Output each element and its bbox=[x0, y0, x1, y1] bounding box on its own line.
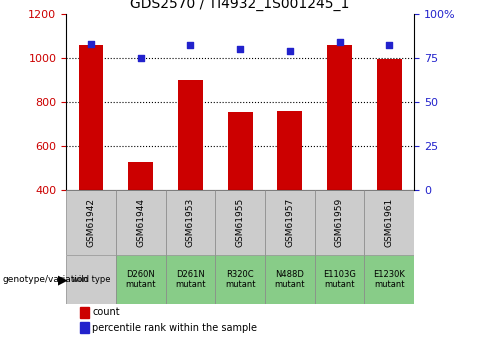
Bar bbox=[365, 190, 414, 255]
Bar bbox=[228, 112, 252, 190]
Text: GSM61944: GSM61944 bbox=[136, 198, 145, 247]
Text: GSM61942: GSM61942 bbox=[87, 198, 96, 247]
Text: D260N
mutant: D260N mutant bbox=[125, 270, 156, 289]
Bar bbox=[315, 255, 365, 304]
Bar bbox=[66, 190, 116, 255]
Text: GSM61955: GSM61955 bbox=[236, 198, 245, 247]
Text: GSM61959: GSM61959 bbox=[335, 198, 344, 247]
Bar bbox=[178, 80, 203, 190]
Text: D261N
mutant: D261N mutant bbox=[175, 270, 206, 289]
Bar bbox=[215, 255, 265, 304]
Bar bbox=[80, 307, 89, 318]
Point bbox=[87, 41, 95, 47]
Bar bbox=[166, 190, 215, 255]
Bar bbox=[128, 162, 153, 190]
Title: GDS2570 / TI4932_1S001245_1: GDS2570 / TI4932_1S001245_1 bbox=[130, 0, 350, 11]
Bar bbox=[277, 111, 302, 190]
Bar bbox=[116, 255, 166, 304]
Bar bbox=[66, 255, 116, 304]
Text: E1230K
mutant: E1230K mutant bbox=[373, 270, 405, 289]
Bar bbox=[327, 45, 352, 190]
Text: wild type: wild type bbox=[72, 275, 110, 284]
Text: R320C
mutant: R320C mutant bbox=[225, 270, 255, 289]
Text: GSM61957: GSM61957 bbox=[285, 198, 294, 247]
Bar bbox=[265, 255, 315, 304]
Text: GSM61953: GSM61953 bbox=[186, 198, 195, 247]
Bar bbox=[365, 255, 414, 304]
Point bbox=[187, 43, 195, 48]
Text: GSM61961: GSM61961 bbox=[385, 198, 393, 247]
Point bbox=[236, 46, 244, 52]
Bar bbox=[116, 190, 166, 255]
Bar bbox=[315, 190, 365, 255]
Bar bbox=[265, 190, 315, 255]
Point bbox=[336, 39, 343, 45]
Bar bbox=[166, 255, 215, 304]
Bar bbox=[80, 322, 89, 333]
Text: N488D
mutant: N488D mutant bbox=[274, 270, 305, 289]
Text: ▶: ▶ bbox=[58, 273, 68, 286]
Point bbox=[286, 48, 294, 53]
Bar bbox=[215, 190, 265, 255]
Point bbox=[137, 55, 145, 61]
Point bbox=[385, 43, 393, 48]
Text: percentile rank within the sample: percentile rank within the sample bbox=[92, 323, 257, 333]
Text: E1103G
mutant: E1103G mutant bbox=[323, 270, 356, 289]
Bar bbox=[377, 59, 402, 190]
Bar bbox=[78, 45, 103, 190]
Text: count: count bbox=[92, 307, 120, 317]
Text: genotype/variation: genotype/variation bbox=[2, 275, 89, 284]
